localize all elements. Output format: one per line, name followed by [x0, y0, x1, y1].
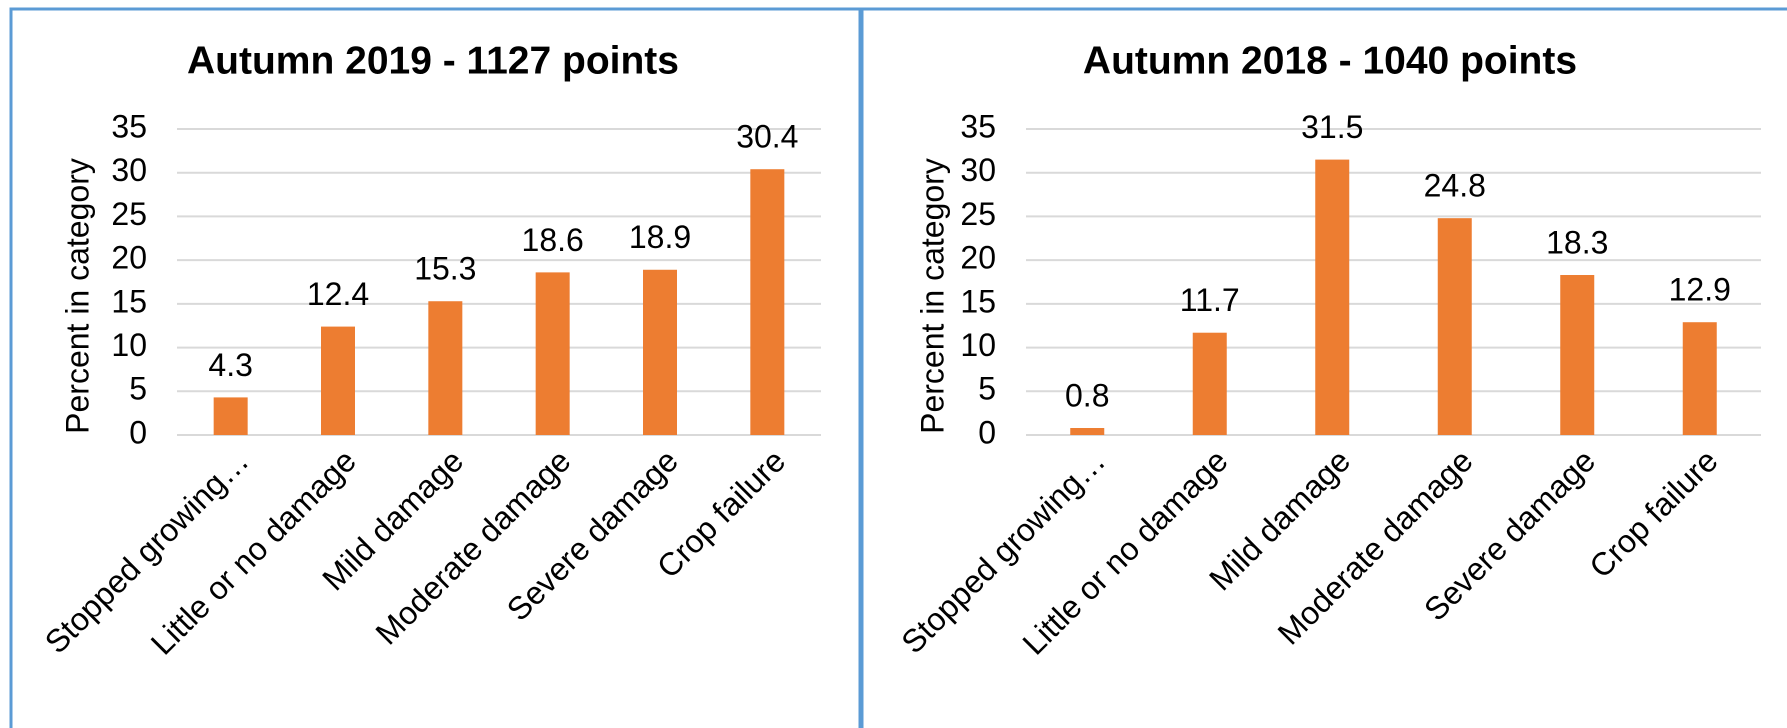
data-label: 18.6 — [522, 222, 584, 258]
data-label: 12.9 — [1669, 272, 1731, 308]
data-label: 18.3 — [1546, 224, 1608, 260]
data-label: 18.9 — [629, 219, 691, 255]
bar — [1192, 332, 1227, 435]
y-tick-label: 35 — [960, 108, 996, 144]
y-tick-label: 10 — [111, 327, 147, 363]
bar — [750, 169, 785, 435]
panel-border — [860, 7, 1787, 728]
x-tick-label: Stopped growing… — [894, 442, 1112, 660]
x-tick-label: Crop failure — [1582, 442, 1724, 584]
y-tick-label: 35 — [111, 108, 147, 144]
y-tick-label: 0 — [129, 414, 147, 450]
y-tick-label: 5 — [129, 371, 147, 407]
y-tick-label: 5 — [978, 371, 996, 407]
chart-title: Autumn 2018 - 1040 points — [1083, 39, 1577, 82]
x-tick-label: Moderate damage — [368, 442, 577, 651]
y-tick-label: 15 — [960, 283, 996, 319]
bar — [535, 272, 570, 435]
chart-title: Autumn 2019 - 1127 points — [187, 39, 679, 82]
y-axis-label: Percent in category — [914, 158, 950, 434]
y-tick-label: 25 — [960, 196, 996, 232]
x-tick-label: Little or no damage — [1016, 442, 1235, 661]
y-tick-label: 20 — [960, 240, 996, 276]
data-label: 24.8 — [1424, 168, 1486, 204]
y-tick-label: 10 — [960, 327, 996, 363]
y-tick-label: 30 — [960, 152, 996, 188]
data-label: 15.3 — [414, 251, 476, 287]
x-tick-label: Stopped growing… — [38, 442, 256, 660]
data-label: 12.4 — [307, 276, 369, 312]
data-label: 0.8 — [1065, 377, 1109, 413]
data-label: 4.3 — [208, 347, 252, 383]
x-tick-label: Little or no damage — [144, 442, 363, 661]
panel-border — [9, 7, 862, 728]
data-label: 30.4 — [736, 119, 798, 155]
bar — [1315, 159, 1350, 435]
bar — [213, 397, 248, 435]
y-tick-label: 30 — [111, 152, 147, 188]
bar — [321, 326, 355, 435]
bar — [1437, 218, 1472, 435]
bar — [643, 269, 677, 435]
data-label: 31.5 — [1301, 109, 1363, 145]
bar — [1682, 322, 1717, 435]
data-label: 11.7 — [1180, 282, 1240, 318]
y-tick-label: 15 — [111, 283, 147, 319]
y-tick-label: 20 — [111, 240, 147, 276]
bar — [1070, 428, 1105, 435]
y-axis-label: Percent in category — [59, 158, 95, 434]
y-tick-label: 25 — [111, 196, 147, 232]
bar — [428, 301, 463, 435]
bar — [1560, 275, 1595, 435]
y-tick-label: 0 — [978, 414, 996, 450]
